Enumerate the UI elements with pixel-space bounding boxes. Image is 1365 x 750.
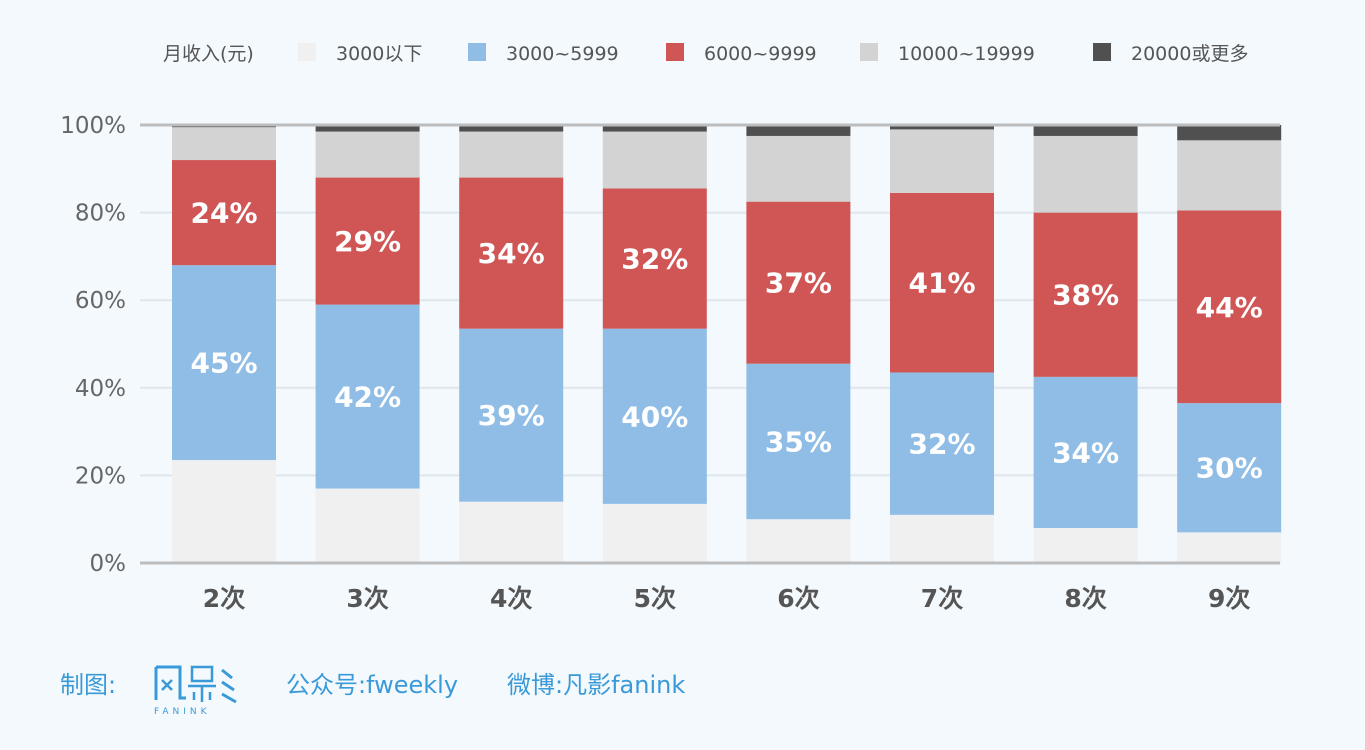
- bar-segment: [746, 135, 851, 202]
- data-labels: 45% 24% 42% 29% 39% 34% 40% 32% 35% 37% 32% 41% 34% 3…: [190, 197, 1262, 485]
- bar-segment: [315, 177, 420, 305]
- bar-segment: [602, 328, 707, 504]
- bar-segment: [890, 372, 994, 515]
- footer: 制图: FANINK 公众号:fweekly 微博:凡影fanink: [60, 665, 685, 717]
- x-tick-label: 4次: [490, 584, 532, 613]
- bar-segment: [1033, 376, 1138, 528]
- data-label: 30%: [1196, 452, 1263, 485]
- x-tick-label: 6次: [777, 584, 819, 613]
- bar-segment: [315, 304, 420, 489]
- y-tick-label: 80%: [75, 201, 126, 227]
- wechat-account: 公众号:fweekly: [286, 671, 458, 699]
- bar-segment: [1033, 135, 1138, 213]
- fanink-logo-icon: FANINK: [154, 665, 237, 717]
- bar-segment: [172, 460, 276, 563]
- data-label: 29%: [334, 225, 401, 258]
- bar-segment: [1177, 125, 1282, 141]
- data-label: 32%: [621, 243, 688, 276]
- data-label: 44%: [1196, 291, 1263, 324]
- legend-entry: 10000~19999: [898, 43, 1035, 65]
- bar-segment: [1177, 210, 1282, 404]
- data-label: 40%: [621, 400, 688, 433]
- credit-label: 制图:: [60, 671, 116, 699]
- bar-segment: [459, 328, 564, 502]
- legend-entry: 3000~5999: [506, 43, 619, 65]
- legend-entry: 20000或更多: [1131, 43, 1248, 65]
- weibo-account: 微博:凡影fanink: [507, 671, 685, 699]
- bar-segment: [602, 503, 707, 563]
- y-tick-label: 100%: [60, 113, 126, 139]
- bar-segment: [746, 201, 851, 364]
- bar-segment: [1177, 403, 1282, 533]
- data-label: 34%: [1052, 436, 1119, 469]
- bar-segment: [1177, 140, 1282, 211]
- data-label: 39%: [478, 399, 545, 432]
- bar-segment: [459, 131, 564, 178]
- bar-segment: [746, 519, 851, 563]
- data-label: 24%: [190, 197, 257, 230]
- logo-caption: FANINK: [154, 707, 211, 717]
- bar-segment: [602, 188, 707, 329]
- legend-swatch: [666, 43, 684, 61]
- bar-segment: [459, 125, 564, 132]
- y-tick-label: 20%: [75, 463, 126, 489]
- bar-segment: [315, 125, 420, 132]
- legend: 月收入(元) 3000以下 3000~5999 6000~9999 10000~199…: [163, 43, 1248, 65]
- bar-segment: [890, 514, 994, 563]
- x-tick-label: 2次: [203, 584, 245, 613]
- legend-swatch: [468, 43, 486, 61]
- bar-segment: [890, 125, 994, 130]
- legend-swatch: [298, 43, 316, 61]
- legend-title: 月收入(元): [163, 43, 254, 65]
- bar-segment: [315, 488, 420, 563]
- x-tick-label: 9次: [1208, 584, 1250, 613]
- legend-entry: 6000~9999: [704, 43, 817, 65]
- bar-segment: [746, 363, 851, 520]
- bar-segment: [1033, 125, 1138, 136]
- bar-segment: [890, 192, 994, 373]
- legend-swatch: [1093, 43, 1111, 61]
- y-tick-label: 0%: [90, 551, 127, 577]
- legend-swatch: [860, 43, 878, 61]
- y-tick-label: 60%: [75, 288, 126, 314]
- x-tick-label: 8次: [1064, 584, 1106, 613]
- bar-segment: [1033, 527, 1138, 563]
- bar-segment: [746, 125, 851, 136]
- legend-entry: 3000以下: [336, 43, 422, 65]
- data-label: 45%: [190, 347, 257, 380]
- data-label: 32%: [908, 428, 975, 461]
- bar-segment: [602, 125, 707, 132]
- bar-segment: [459, 501, 564, 563]
- bar-segment: [602, 131, 707, 189]
- x-tick-label: 7次: [921, 584, 963, 613]
- data-label: 38%: [1052, 279, 1119, 312]
- data-label: 37%: [765, 267, 832, 300]
- bar-segment: [172, 127, 276, 161]
- bar-segment: [1177, 532, 1282, 563]
- data-label: 42%: [334, 381, 401, 414]
- bar-segment: [172, 265, 276, 461]
- y-tick-label: 40%: [75, 376, 126, 402]
- bar-segment: [172, 160, 276, 266]
- bar-segment: [890, 129, 994, 193]
- bar-segment: [459, 177, 564, 329]
- data-label: 41%: [908, 267, 975, 300]
- data-label: 34%: [478, 237, 545, 270]
- bars: [172, 125, 1282, 563]
- x-tick-label: 3次: [346, 584, 388, 613]
- bar-segment: [1033, 212, 1138, 377]
- x-tick-label: 5次: [634, 584, 676, 613]
- axes: 0% 20% 40% 60% 80% 100% 2次 3次 4次 5次 6次 7次 8次 9次: [60, 113, 1280, 613]
- bar-segment: [315, 131, 420, 178]
- data-label: 35%: [765, 425, 832, 458]
